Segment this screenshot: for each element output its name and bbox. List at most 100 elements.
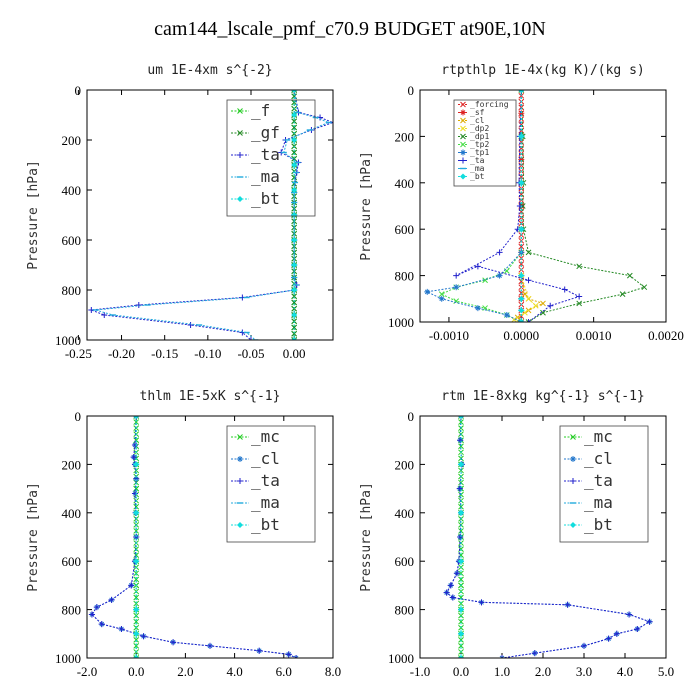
legend-label: _bt bbox=[251, 189, 280, 208]
data-point bbox=[458, 443, 464, 450]
y-tick-label: 0 bbox=[75, 409, 82, 424]
data-point bbox=[285, 651, 292, 658]
data-point bbox=[443, 589, 450, 596]
data-point bbox=[133, 558, 140, 565]
data-point bbox=[540, 300, 546, 307]
data-point bbox=[499, 655, 505, 658]
data-point bbox=[458, 630, 464, 637]
data-point bbox=[581, 642, 587, 649]
data-point bbox=[131, 490, 138, 497]
x-tick-label: 3.0 bbox=[576, 664, 592, 679]
data-point bbox=[256, 647, 263, 654]
data-point bbox=[133, 630, 140, 637]
legend-label: _ta bbox=[584, 471, 613, 490]
legend-label: _f bbox=[251, 101, 270, 120]
data-point bbox=[458, 419, 464, 425]
data-point bbox=[291, 330, 298, 337]
data-point bbox=[133, 461, 140, 468]
x-tick-label: -1.0 bbox=[410, 664, 431, 679]
plot-frame bbox=[419, 89, 667, 323]
data-point bbox=[130, 454, 137, 461]
data-point bbox=[458, 655, 464, 658]
legend-marker bbox=[570, 434, 576, 440]
data-point bbox=[133, 576, 140, 583]
data-point bbox=[518, 226, 525, 233]
data-point bbox=[458, 600, 464, 607]
legend-marker bbox=[570, 456, 576, 462]
legend-box bbox=[559, 425, 649, 543]
x-tick-label: 0.0000 bbox=[503, 328, 539, 343]
legend-label: _cl bbox=[251, 449, 280, 468]
y-tick-label: 0 bbox=[75, 83, 82, 98]
legend-marker bbox=[237, 456, 243, 462]
legend-label: _dp2 bbox=[470, 124, 489, 133]
y-tick-label: 400 bbox=[62, 183, 82, 198]
data-point bbox=[518, 92, 525, 99]
y-axis-label: Pressure [hPa] bbox=[359, 482, 374, 592]
data-point bbox=[291, 237, 298, 243]
chart-panel-2: rtpthlp 1E-4x(kg K)/(kg s) Pressure [hPa]… bbox=[359, 63, 684, 343]
legend: _mc _cl _ta _ma _bt bbox=[226, 425, 316, 543]
x-tick-label: 4.0 bbox=[617, 664, 633, 679]
legend-label: _sf bbox=[470, 108, 485, 117]
y-tick-label: 1000 bbox=[388, 651, 414, 666]
x-tick-label: 2.0 bbox=[535, 664, 551, 679]
data-point bbox=[438, 295, 445, 302]
data-point bbox=[576, 263, 583, 270]
legend-marker bbox=[237, 478, 243, 484]
data-point bbox=[291, 287, 298, 293]
data-point bbox=[518, 295, 525, 302]
data-point bbox=[540, 309, 546, 316]
plot-frame bbox=[86, 415, 334, 659]
data-point bbox=[516, 203, 523, 209]
data-point bbox=[564, 601, 571, 608]
series-line-dp1 bbox=[520, 90, 646, 322]
data-point bbox=[525, 277, 532, 284]
data-point bbox=[576, 300, 583, 307]
data-point bbox=[133, 528, 140, 534]
data-point bbox=[518, 110, 525, 117]
data-point bbox=[291, 312, 298, 318]
y-tick-label: 200 bbox=[395, 129, 415, 144]
x-tick-label: -0.0010 bbox=[429, 328, 469, 343]
data-point bbox=[458, 570, 464, 577]
data-point bbox=[170, 639, 177, 646]
legend-label: _tp1 bbox=[470, 148, 489, 157]
data-point bbox=[133, 606, 140, 613]
data-point bbox=[453, 272, 460, 279]
data-point bbox=[133, 419, 140, 425]
data-point bbox=[291, 337, 298, 340]
panel-title: thlm 1E-5xK s^{-1} bbox=[140, 389, 281, 404]
data-point bbox=[458, 618, 464, 625]
panel-title: rtpthlp 1E-4x(kg K)/(kg s) bbox=[441, 63, 645, 78]
data-point bbox=[613, 630, 620, 637]
data-point bbox=[525, 249, 532, 256]
legend-marker bbox=[237, 522, 243, 528]
legend-marker bbox=[460, 133, 466, 140]
data-point bbox=[140, 633, 147, 640]
data-point bbox=[248, 337, 254, 340]
x-tick-label: 2.0 bbox=[177, 664, 193, 679]
legend-label: _tp2 bbox=[470, 140, 489, 149]
x-tick-label: 0.0 bbox=[128, 664, 144, 679]
data-point bbox=[518, 104, 525, 111]
x-tick-label: 0.0010 bbox=[576, 328, 612, 343]
data-point bbox=[478, 599, 485, 606]
series-group bbox=[443, 416, 653, 658]
y-tick-label: 0 bbox=[408, 409, 415, 424]
data-point bbox=[438, 291, 445, 298]
data-point bbox=[453, 284, 460, 291]
data-point bbox=[626, 272, 633, 279]
data-point bbox=[291, 112, 298, 118]
series-group bbox=[88, 416, 300, 658]
data-point bbox=[291, 293, 298, 300]
y-tick-label: 800 bbox=[395, 269, 415, 284]
data-point bbox=[496, 272, 503, 279]
data-point bbox=[291, 149, 298, 156]
legend-marker bbox=[237, 108, 243, 114]
legend-marker bbox=[237, 130, 243, 136]
legend-label: _cl bbox=[584, 449, 613, 468]
legend-marker bbox=[460, 109, 466, 116]
page-title: cam144_lscale_pmf_c70.9 BUDGET at90E,10N bbox=[154, 18, 546, 40]
data-point bbox=[525, 295, 532, 302]
